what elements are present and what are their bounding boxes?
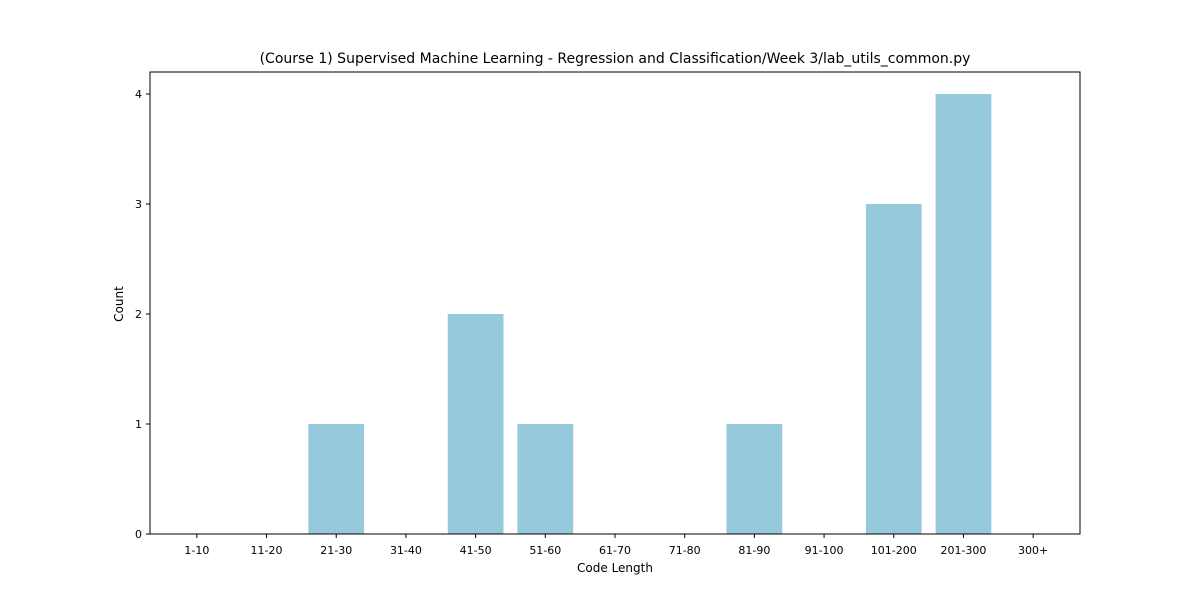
- bar-81-90: [726, 424, 783, 534]
- x-tick-label: 21-30: [320, 544, 352, 557]
- bar-201-300: [935, 94, 992, 534]
- x-tick-label: 61-70: [599, 544, 631, 557]
- x-axis-label: Code Length: [577, 561, 653, 575]
- bar-41-50: [447, 314, 504, 534]
- y-tick-label: 0: [135, 528, 142, 541]
- bar-51-60: [517, 424, 574, 534]
- x-tick-label: 201-300: [940, 544, 986, 557]
- x-tick-label: 91-100: [805, 544, 844, 557]
- bar-101-200: [865, 204, 922, 534]
- bar-21-30: [308, 424, 365, 534]
- chart-title: (Course 1) Supervised Machine Learning -…: [260, 51, 971, 67]
- x-tick-label: 31-40: [390, 544, 422, 557]
- x-tick-label: 41-50: [460, 544, 492, 557]
- x-tick-label: 1-10: [184, 544, 209, 557]
- axes-layer: 1-10 11-20 21-30 31-40 41-50 51-60 61-70 71-80 8…: [135, 71, 1081, 557]
- x-tick-label: 81-90: [738, 544, 770, 557]
- y-tick-label: 2: [135, 308, 142, 321]
- y-tick-label: 4: [135, 88, 142, 101]
- y-tick-label: 1: [135, 418, 142, 431]
- y-axis-label: Count: [112, 286, 126, 322]
- x-tick-label: 51-60: [529, 544, 561, 557]
- y-tick-label: 3: [135, 198, 142, 211]
- x-tick-label: 300+: [1018, 544, 1048, 557]
- x-tick-label: 11-20: [251, 544, 283, 557]
- bars-layer: [308, 94, 992, 534]
- x-tick-label: 101-200: [871, 544, 917, 557]
- x-tick-label: 71-80: [669, 544, 701, 557]
